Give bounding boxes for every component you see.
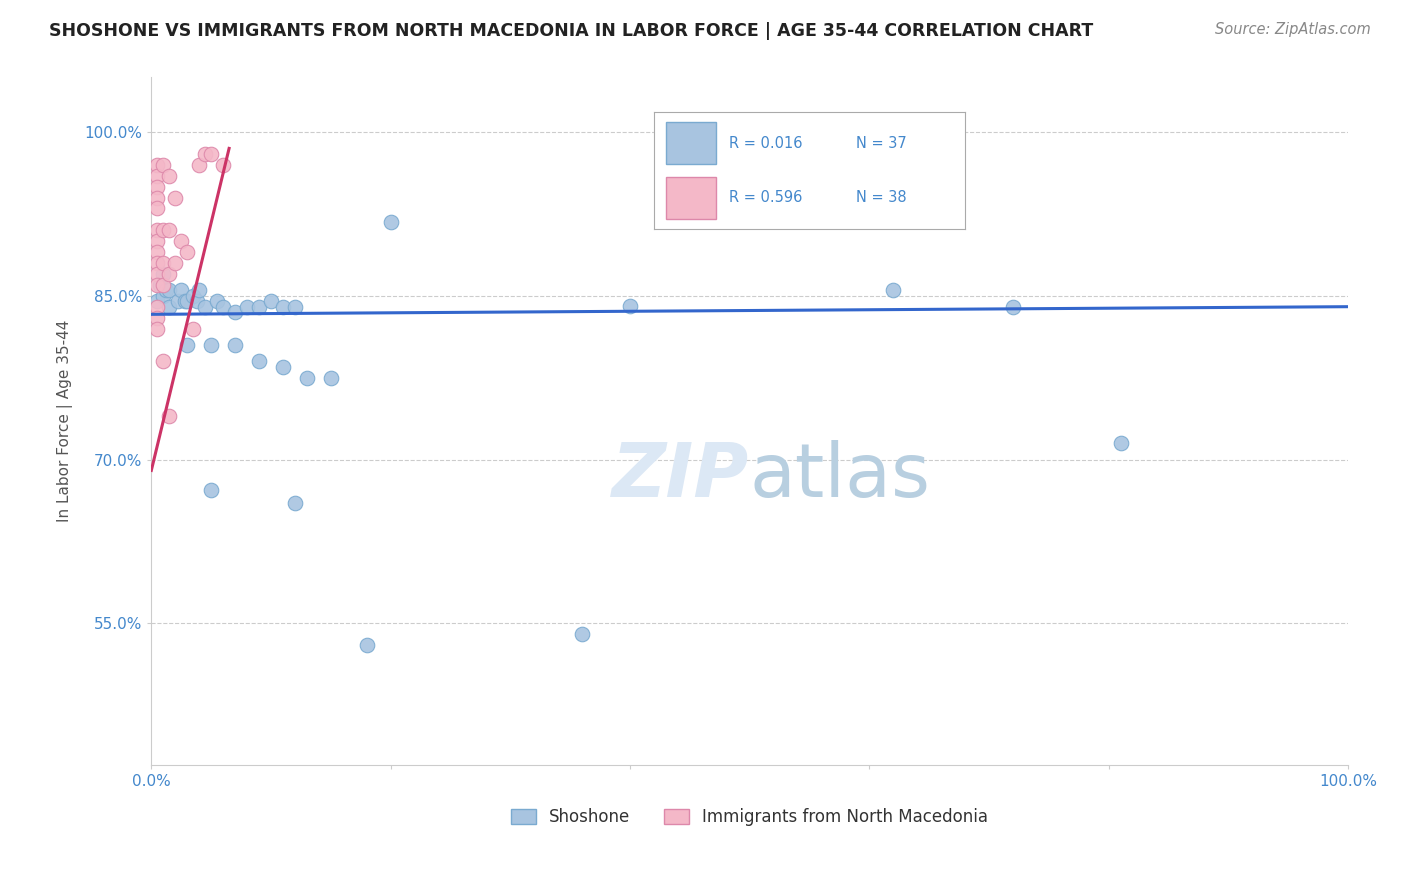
Point [146, 179, 169, 194]
Point [284, 300, 307, 314]
Point [571, 627, 593, 641]
Point [146, 277, 169, 292]
Point [247, 300, 270, 314]
Point [194, 300, 217, 314]
Point [170, 283, 193, 297]
Point [146, 310, 169, 325]
Point [166, 294, 188, 309]
Point [146, 169, 169, 183]
Point [176, 245, 198, 260]
Point [200, 483, 222, 497]
Point [152, 277, 174, 292]
Text: atlas: atlas [749, 440, 931, 513]
Point [146, 190, 169, 204]
Point [271, 359, 294, 374]
Text: Source: ZipAtlas.com: Source: ZipAtlas.com [1215, 22, 1371, 37]
Point [157, 169, 180, 183]
Point [200, 338, 222, 352]
Point [186, 294, 208, 309]
Point [146, 158, 169, 172]
Text: SHOSHONE VS IMMIGRANTS FROM NORTH MACEDONIA IN LABOR FORCE | AGE 35-44 CORRELATI: SHOSHONE VS IMMIGRANTS FROM NORTH MACEDO… [49, 22, 1094, 40]
Point [146, 223, 169, 237]
Point [152, 223, 174, 237]
Point [380, 214, 402, 228]
Point [152, 354, 174, 368]
Point [247, 354, 270, 368]
Point [200, 146, 222, 161]
Text: ZIP: ZIP [613, 440, 749, 513]
Point [188, 158, 211, 172]
Point [165, 256, 187, 270]
Point [619, 299, 641, 313]
Point [188, 283, 211, 297]
Point [146, 234, 169, 248]
Point [157, 409, 180, 423]
Point [146, 202, 169, 216]
Point [173, 294, 195, 309]
Point [157, 267, 180, 281]
Point [146, 294, 169, 309]
Point [236, 300, 259, 314]
Point [1001, 300, 1024, 314]
Point [146, 321, 169, 335]
Point [157, 223, 180, 237]
Point [1109, 436, 1132, 450]
Point [356, 638, 378, 652]
Point [284, 496, 307, 510]
Point [271, 300, 294, 314]
Point [181, 321, 204, 335]
Point [146, 300, 169, 314]
Point [146, 267, 169, 281]
Point [149, 277, 172, 292]
Point [165, 190, 187, 204]
Point [194, 146, 217, 161]
Point [176, 294, 198, 309]
Point [295, 370, 318, 384]
Point [205, 294, 228, 309]
Point [152, 158, 174, 172]
Point [224, 338, 246, 352]
Point [157, 283, 180, 297]
Point [212, 300, 235, 314]
Point [882, 283, 904, 297]
Point [176, 338, 198, 352]
Point [152, 256, 174, 270]
Point [224, 305, 246, 319]
Point [181, 289, 204, 303]
Point [260, 294, 283, 309]
Point [155, 283, 177, 297]
Point [212, 158, 235, 172]
Point [146, 256, 169, 270]
Point [152, 289, 174, 303]
Point [152, 267, 174, 281]
Y-axis label: In Labor Force | Age 35-44: In Labor Force | Age 35-44 [58, 320, 73, 523]
Point [146, 245, 169, 260]
Point [170, 234, 193, 248]
Point [157, 300, 180, 314]
Legend: Shoshone, Immigrants from North Macedonia: Shoshone, Immigrants from North Macedoni… [505, 801, 995, 832]
Point [319, 370, 342, 384]
